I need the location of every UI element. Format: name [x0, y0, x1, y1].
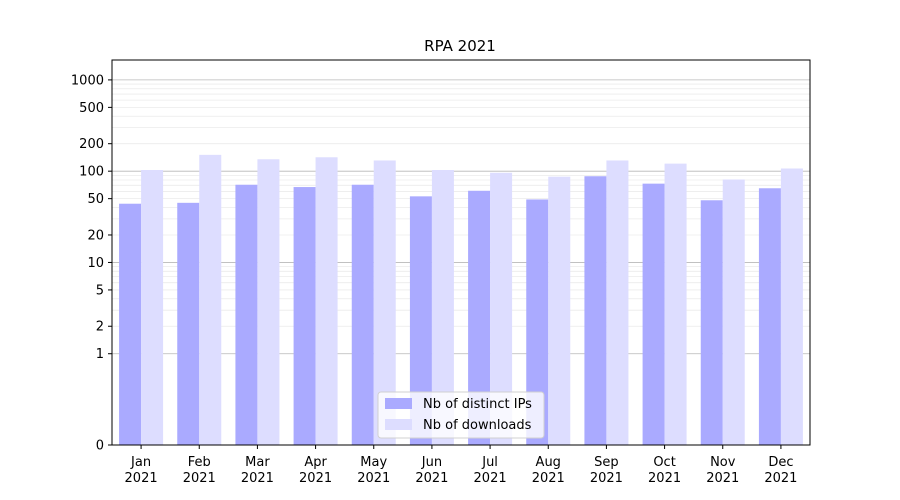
x-tick-label-year: 2021: [474, 471, 507, 486]
x-tick-label: Dec: [768, 455, 793, 470]
bar-ips: [119, 203, 142, 445]
y-tick-label: 500: [79, 101, 104, 116]
bar-ips: [177, 202, 200, 445]
bar-downloads: [664, 163, 687, 445]
y-tick-label: 50: [87, 192, 104, 207]
y-tick-label: 1000: [71, 73, 104, 88]
x-tick-label-year: 2021: [648, 471, 681, 486]
bar-ips: [351, 184, 374, 445]
bar-ips: [642, 183, 665, 445]
legend-label: Nb of downloads: [423, 418, 532, 433]
bar-ips: [758, 188, 781, 445]
x-tick-label-year: 2021: [125, 471, 158, 486]
legend-label: Nb of distinct IPs: [423, 397, 532, 412]
y-tick-label: 2: [96, 320, 104, 335]
bar-downloads: [548, 176, 571, 446]
plot-frame: [111, 59, 811, 446]
bar-ips: [700, 200, 723, 445]
y-tick-label: 0: [96, 439, 104, 454]
grid-layer: [112, 79, 810, 355]
axes-layer: 01251020501002005001000Jan2021Feb2021Mar…: [71, 59, 811, 486]
bar-downloads: [722, 179, 745, 446]
bars-layer: [119, 154, 803, 446]
bar-downloads: [373, 160, 396, 445]
x-tick-label-year: 2021: [357, 471, 390, 486]
bar-downloads: [141, 170, 164, 445]
x-tick-label-year: 2021: [183, 471, 216, 486]
x-tick-label: Jul: [481, 455, 498, 470]
y-tick-label: 100: [79, 165, 104, 180]
legend-swatch: [385, 398, 412, 409]
x-tick-label: Jan: [130, 455, 151, 470]
x-tick-label-year: 2021: [299, 471, 332, 486]
y-tick-label: 20: [87, 228, 104, 243]
x-tick-label-year: 2021: [764, 471, 797, 486]
bar-downloads: [490, 172, 513, 445]
bar-downloads: [431, 170, 454, 445]
legend-swatch: [385, 419, 412, 430]
x-tick-label-year: 2021: [415, 471, 448, 486]
x-tick-label: Feb: [188, 455, 211, 470]
bar-downloads: [199, 154, 222, 445]
x-tick-label: Sep: [594, 455, 619, 470]
bar-ips: [584, 176, 607, 445]
x-tick-label: Aug: [536, 455, 561, 470]
chart-title: RPA 2021: [424, 37, 496, 55]
y-tick-label: 5: [96, 283, 104, 298]
x-tick-label-year: 2021: [532, 471, 565, 486]
bar-ips: [235, 184, 258, 445]
bar-downloads: [780, 168, 803, 445]
x-tick-label: May: [360, 455, 387, 470]
bar-downloads: [606, 160, 629, 445]
x-tick-label-year: 2021: [241, 471, 274, 486]
x-tick-label: Oct: [653, 455, 675, 470]
x-tick-label: Apr: [304, 455, 327, 470]
x-tick-label-year: 2021: [590, 471, 623, 486]
x-tick-label-year: 2021: [706, 471, 739, 486]
x-tick-label: Mar: [245, 455, 270, 470]
legend-box: [377, 391, 545, 439]
bar-ips: [409, 196, 432, 445]
bar-ips: [293, 187, 316, 445]
bar-ips: [526, 199, 549, 445]
x-tick-label: Jun: [421, 455, 442, 470]
bar-ips: [468, 190, 491, 445]
bar-downloads: [257, 159, 280, 445]
legend: Nb of distinct IPs Nb of downloads: [377, 391, 545, 439]
bar-downloads: [315, 157, 338, 445]
x-tick-label: Nov: [710, 455, 736, 470]
y-tick-label: 200: [79, 137, 104, 152]
y-tick-label: 10: [87, 256, 104, 271]
y-tick-label: 1: [96, 347, 104, 362]
